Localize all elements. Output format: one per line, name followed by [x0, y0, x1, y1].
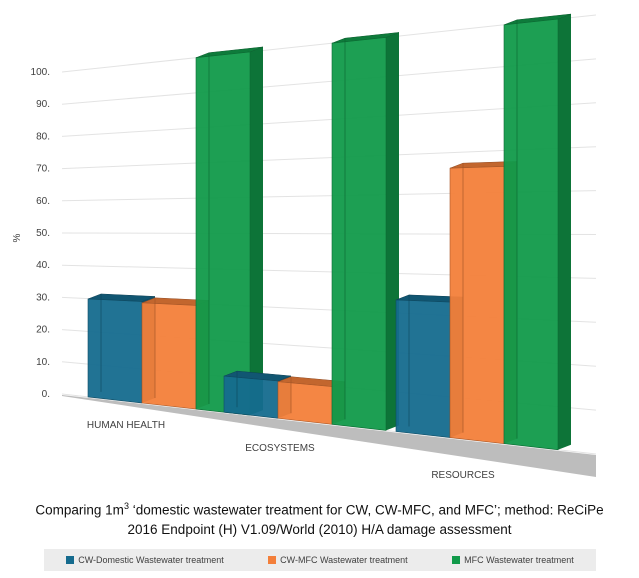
- y-tick-label: 90.: [36, 99, 50, 110]
- legend-item: CW-Domestic Wastewater treatment: [66, 555, 224, 565]
- legend-swatch: [268, 556, 277, 564]
- legend-label: MFC Wastewater treatment: [464, 555, 574, 565]
- legend-swatch: [452, 556, 461, 564]
- legend-label: CW-Domestic Wastewater treatment: [78, 555, 224, 565]
- legend-swatch: [66, 556, 75, 564]
- chart-area: 0. 10. 20. 30. 40. 50. 60. 70. 80. 90. 100. % HUMA…: [12, 13, 597, 481]
- y-axis-label: %: [12, 233, 23, 242]
- x-category-label: ECOSYSTEMS: [245, 443, 315, 454]
- chart-caption: Comparing 1m3 ‘domestic wastewater treat…: [0, 497, 639, 539]
- bar-3-2: [331, 32, 400, 431]
- bars: [87, 13, 572, 451]
- y-tick-label: 50.: [36, 228, 50, 239]
- y-tick-label: 10.: [36, 357, 50, 368]
- bar-3-3: [503, 13, 572, 451]
- caption-line-2: 2016 Endpoint (H) V1.09/World (2010) H/A…: [127, 521, 512, 537]
- y-tick-label: 70.: [36, 164, 50, 175]
- y-axis-ticks: 0. 10. 20. 30. 40. 50. 60. 70. 80. 90. 100.: [31, 67, 50, 400]
- y-tick-label: 0.: [42, 389, 50, 400]
- y-tick-label: 80.: [36, 131, 50, 142]
- x-category-label: RESOURCES: [431, 470, 495, 481]
- caption-line-1: Comparing 1m3 ‘domestic wastewater treat…: [35, 501, 604, 518]
- legend-item: CW-MFC Wastewater treatment: [268, 555, 408, 565]
- y-tick-label: 60.: [36, 196, 50, 207]
- x-category-label: HUMAN HEALTH: [87, 420, 165, 431]
- legend-label: CW-MFC Wastewater treatment: [280, 555, 408, 565]
- x-axis-categories: HUMAN HEALTH ECOSYSTEMS RESOURCES: [87, 420, 495, 481]
- chart-floor: [62, 395, 596, 477]
- y-tick-label: 100.: [31, 67, 50, 78]
- y-tick-label: 20.: [36, 325, 50, 336]
- y-tick-label: 40.: [36, 260, 50, 271]
- chart-legend: CW-Domestic Wastewater treatment CW-MFC W…: [44, 549, 596, 571]
- legend-item: MFC Wastewater treatment: [452, 555, 574, 565]
- bar-3-1: [195, 46, 264, 416]
- y-tick-label: 30.: [36, 292, 50, 303]
